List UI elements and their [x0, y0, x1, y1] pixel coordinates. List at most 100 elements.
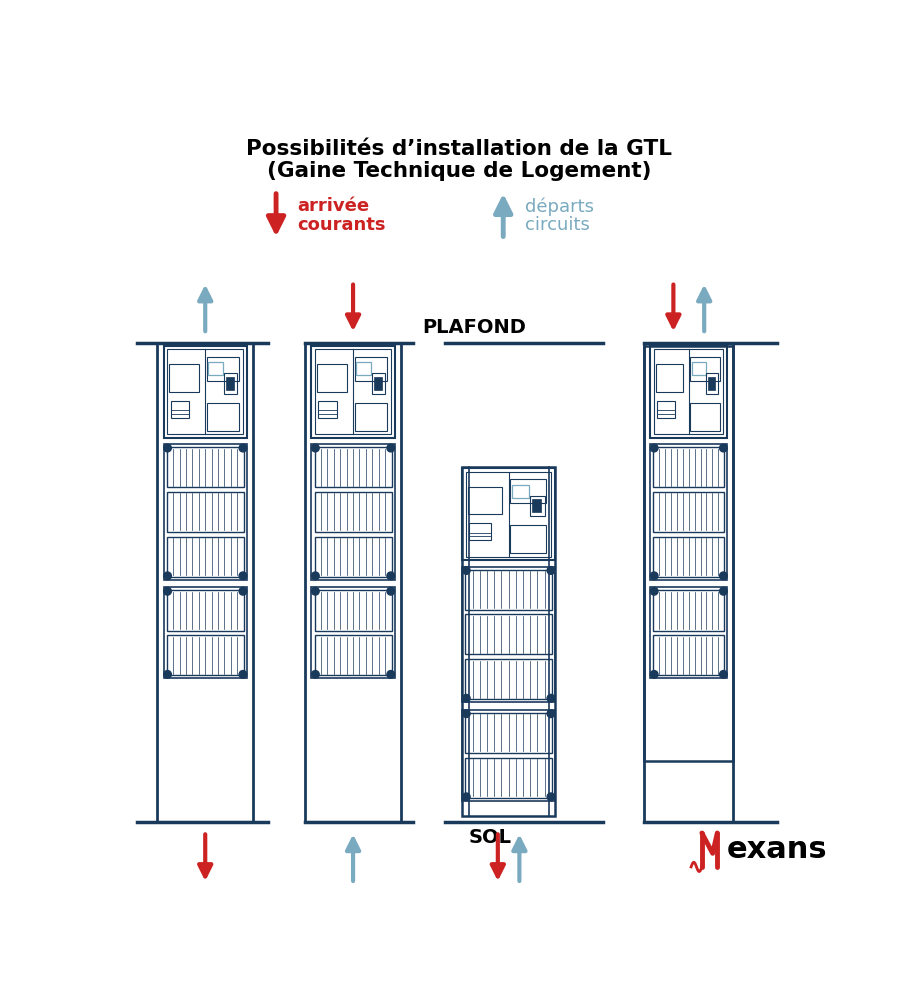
- Circle shape: [650, 572, 658, 580]
- Bar: [354, 357, 387, 381]
- Bar: [167, 590, 244, 631]
- Bar: [653, 590, 724, 631]
- Bar: [356, 362, 371, 375]
- Bar: [224, 373, 238, 394]
- Bar: [511, 485, 528, 498]
- Circle shape: [387, 572, 395, 580]
- Circle shape: [463, 793, 470, 801]
- Bar: [163, 346, 247, 438]
- Bar: [530, 496, 544, 516]
- Circle shape: [163, 572, 171, 580]
- Bar: [510, 525, 546, 553]
- Bar: [654, 349, 724, 434]
- Bar: [650, 444, 727, 580]
- Bar: [510, 479, 546, 503]
- Bar: [315, 447, 392, 487]
- Bar: [656, 364, 684, 392]
- Circle shape: [547, 694, 555, 702]
- Bar: [653, 635, 724, 675]
- Bar: [463, 710, 555, 801]
- Bar: [468, 487, 501, 514]
- Circle shape: [547, 710, 555, 718]
- Circle shape: [719, 572, 727, 580]
- Circle shape: [719, 444, 727, 452]
- Circle shape: [311, 444, 319, 452]
- Circle shape: [719, 587, 727, 595]
- Text: circuits: circuits: [525, 216, 589, 234]
- Text: départs: départs: [525, 197, 594, 216]
- Bar: [311, 444, 395, 580]
- Bar: [226, 377, 234, 390]
- Bar: [469, 523, 491, 540]
- Bar: [315, 635, 392, 675]
- Bar: [354, 403, 387, 431]
- Circle shape: [463, 710, 470, 718]
- Circle shape: [650, 587, 658, 595]
- Bar: [318, 401, 337, 418]
- Bar: [653, 492, 724, 532]
- Bar: [466, 472, 551, 557]
- Bar: [692, 362, 706, 375]
- Text: arrivée: arrivée: [298, 197, 370, 215]
- Bar: [650, 346, 727, 438]
- Circle shape: [650, 671, 658, 678]
- Bar: [311, 346, 395, 438]
- Circle shape: [163, 444, 171, 452]
- Bar: [653, 537, 724, 577]
- Circle shape: [239, 587, 247, 595]
- Bar: [169, 364, 199, 392]
- Bar: [372, 373, 385, 394]
- Circle shape: [387, 671, 395, 678]
- Bar: [315, 492, 392, 532]
- Circle shape: [719, 671, 727, 678]
- Text: Possibilités d’installation de la GTL: Possibilités d’installation de la GTL: [247, 139, 673, 159]
- Bar: [208, 362, 223, 375]
- Bar: [463, 466, 555, 816]
- Text: PLAFOND: PLAFOND: [422, 318, 527, 337]
- Bar: [315, 537, 392, 577]
- Circle shape: [239, 572, 247, 580]
- Circle shape: [547, 793, 555, 801]
- Circle shape: [463, 567, 470, 574]
- Circle shape: [387, 587, 395, 595]
- Text: courants: courants: [298, 216, 386, 234]
- Circle shape: [650, 444, 658, 452]
- Text: (Gaine Technique de Logement): (Gaine Technique de Logement): [267, 161, 651, 181]
- Bar: [532, 499, 541, 512]
- Bar: [316, 349, 391, 434]
- Bar: [644, 346, 734, 761]
- Circle shape: [463, 694, 470, 702]
- Circle shape: [239, 671, 247, 678]
- Circle shape: [311, 587, 319, 595]
- Bar: [374, 377, 382, 390]
- Bar: [168, 349, 243, 434]
- Bar: [650, 587, 727, 678]
- Bar: [466, 758, 552, 798]
- Bar: [163, 587, 247, 678]
- Bar: [167, 492, 244, 532]
- Circle shape: [387, 444, 395, 452]
- Bar: [691, 403, 719, 431]
- Bar: [167, 537, 244, 577]
- Bar: [653, 447, 724, 487]
- Bar: [691, 357, 719, 381]
- Circle shape: [311, 671, 319, 678]
- Bar: [170, 401, 189, 418]
- Bar: [167, 447, 244, 487]
- Bar: [466, 570, 552, 610]
- Bar: [167, 635, 244, 675]
- Circle shape: [163, 671, 171, 678]
- Bar: [706, 373, 718, 394]
- Bar: [466, 614, 552, 654]
- Circle shape: [163, 587, 171, 595]
- Circle shape: [547, 567, 555, 574]
- Bar: [207, 357, 239, 381]
- Bar: [163, 444, 247, 580]
- Bar: [317, 364, 347, 392]
- Text: exans: exans: [727, 835, 827, 864]
- Bar: [658, 401, 675, 418]
- Circle shape: [239, 444, 247, 452]
- Bar: [466, 713, 552, 753]
- Bar: [466, 659, 552, 699]
- Bar: [708, 377, 716, 390]
